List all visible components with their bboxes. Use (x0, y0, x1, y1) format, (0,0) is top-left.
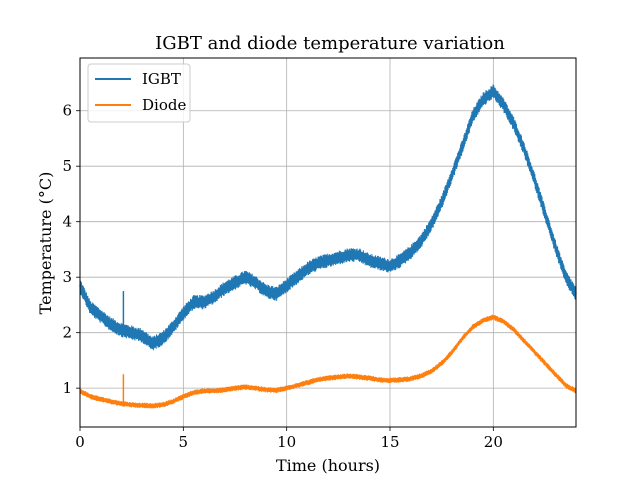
y-tick-label: 1 (62, 379, 72, 397)
series-oscillation (79, 84, 577, 351)
series-igbt (79, 84, 577, 351)
y-tick-label: 2 (62, 324, 72, 342)
x-tick-label: 15 (380, 433, 399, 451)
plot-frame (79, 57, 577, 428)
chart-title: IGBT and diode temperature variation (155, 33, 505, 54)
series-oscillation (79, 314, 577, 409)
series-diode (79, 314, 577, 409)
y-tick-label: 3 (62, 268, 72, 286)
legend-label-igbt: IGBT (142, 70, 181, 88)
legend-label-diode: Diode (142, 96, 186, 114)
x-tick-label: 0 (75, 433, 85, 451)
y-tick-label: 5 (62, 157, 72, 175)
grid (79, 58, 576, 427)
x-tick-label: 10 (277, 433, 296, 451)
x-tick-label: 20 (484, 433, 503, 451)
y-tick-label: 4 (62, 213, 72, 231)
legend: IGBT Diode (87, 63, 191, 123)
x-axis-label: Time (hours) (276, 456, 380, 475)
axis-ticks: 0 5 10 15 20 1 2 3 4 5 6 (62, 102, 502, 451)
series-group (79, 84, 577, 409)
x-tick-label: 5 (179, 433, 189, 451)
y-tick-label: 6 (62, 102, 72, 120)
y-axis-label: Temperature (°C) (36, 172, 55, 315)
